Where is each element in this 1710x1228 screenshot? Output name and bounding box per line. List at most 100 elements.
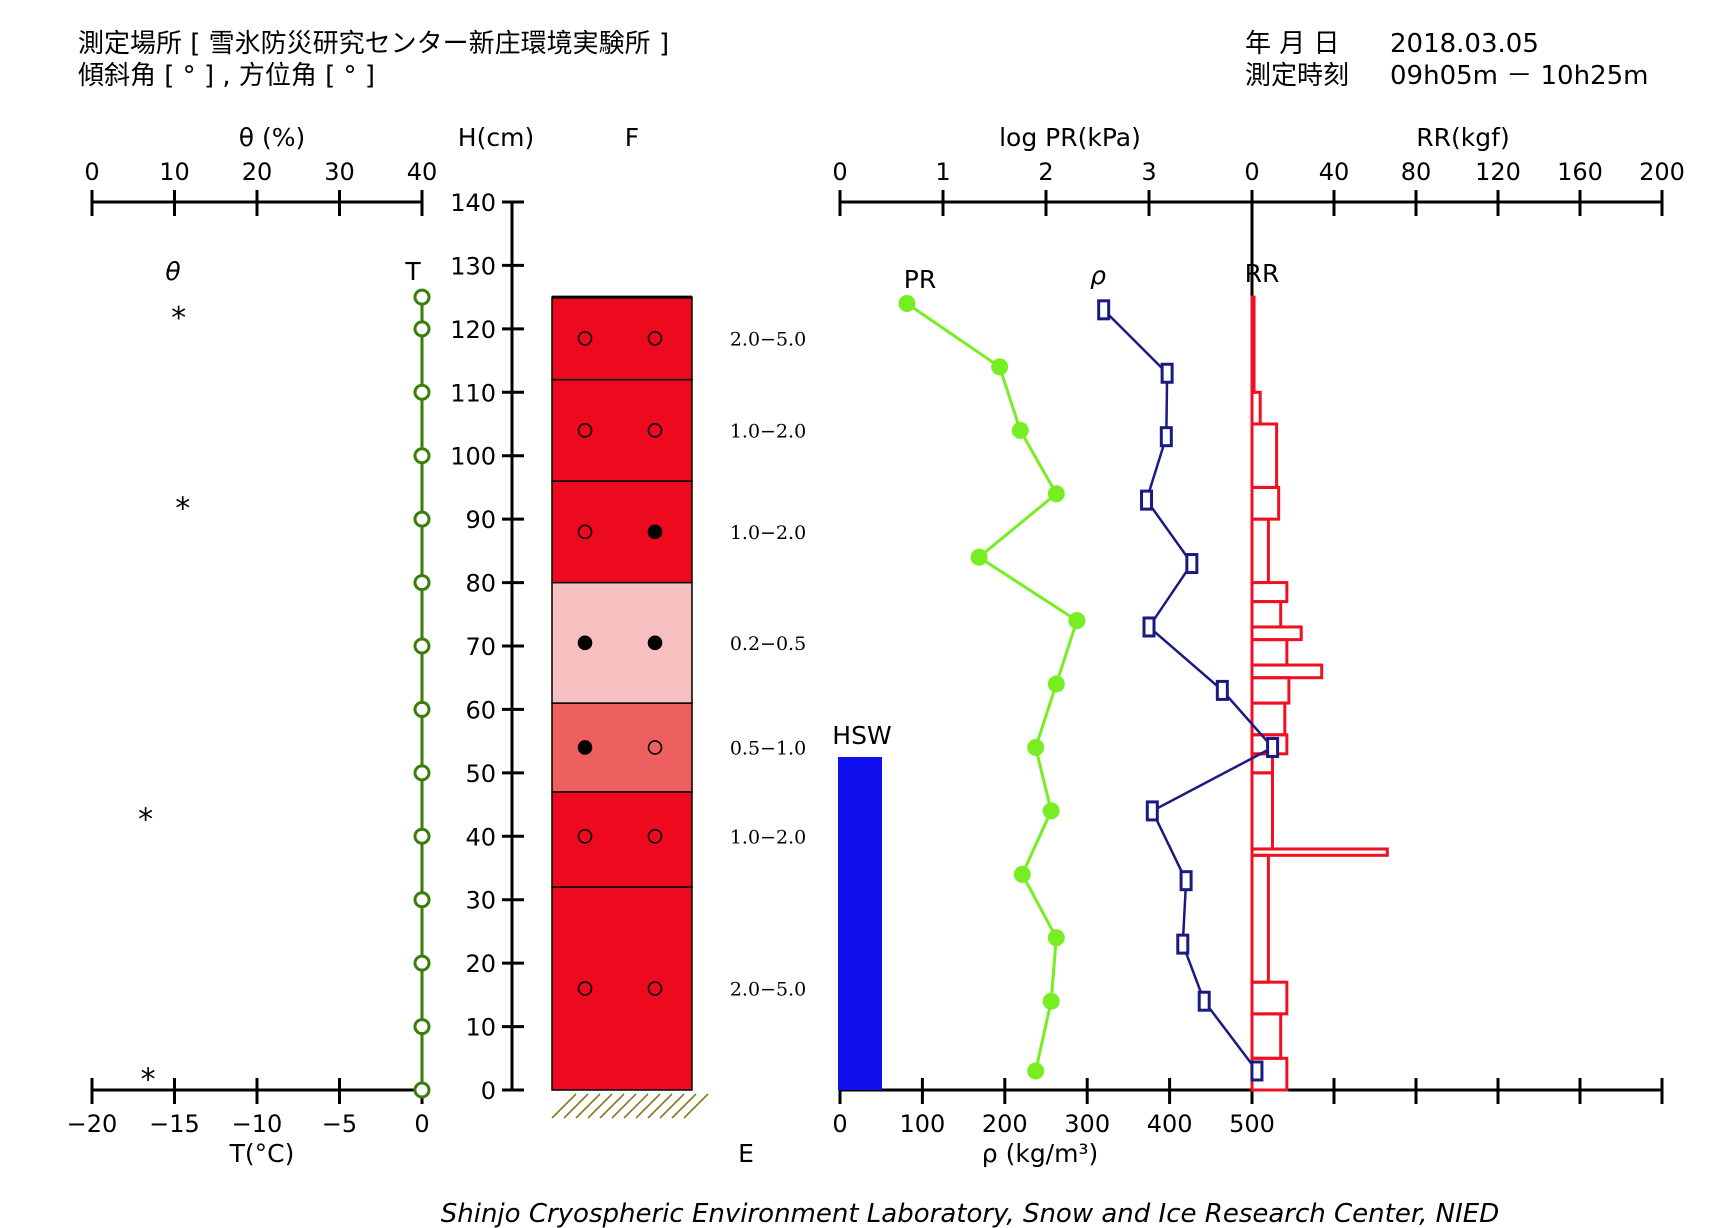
theta-tick-label: 10 bbox=[159, 158, 190, 186]
grain-mark-open bbox=[647, 423, 663, 438]
rr-tick-label: 80 bbox=[1401, 158, 1432, 186]
theta-point: * bbox=[175, 491, 190, 526]
grain-mark-open bbox=[647, 331, 663, 346]
rr-bar bbox=[1250, 600, 1283, 629]
grain-mark-open bbox=[577, 331, 593, 346]
temperature-point bbox=[413, 510, 431, 528]
snow-layer bbox=[551, 480, 693, 584]
rr-bar bbox=[1250, 295, 1256, 394]
density-point bbox=[1179, 870, 1193, 892]
time-value: 09h05m － 10h25m bbox=[1390, 61, 1648, 91]
time-label: 測定時刻 bbox=[1245, 61, 1349, 91]
grain-mark-filled bbox=[647, 635, 663, 651]
temperature-point bbox=[413, 1081, 431, 1099]
date-value: 2018.03.05 bbox=[1390, 29, 1539, 59]
snow-layer bbox=[551, 886, 693, 1091]
density-tick-label: 500 bbox=[1229, 1110, 1275, 1138]
snow-layer bbox=[551, 581, 693, 704]
rr-bar bbox=[1250, 581, 1289, 604]
rr-tick-label: 40 bbox=[1319, 158, 1350, 186]
grain-mark-open bbox=[577, 423, 593, 438]
footer-credit: Shinjo Cryospheric Environment Laborator… bbox=[441, 1199, 1500, 1228]
theta-point: * bbox=[138, 802, 153, 837]
snow-layer bbox=[551, 296, 693, 381]
ground-hatch bbox=[587, 1093, 613, 1119]
ground-hatch bbox=[599, 1093, 625, 1119]
density-point bbox=[1266, 736, 1280, 758]
grain-size-label: 2.0−5.0 bbox=[730, 979, 806, 1001]
height-tick-label: 90 bbox=[465, 506, 496, 534]
rr-bar bbox=[1250, 847, 1389, 857]
ground-hatch bbox=[659, 1093, 685, 1119]
rr-tick-label: 0 bbox=[1244, 158, 1259, 186]
height-tick-label: 80 bbox=[465, 570, 496, 598]
f-label: F bbox=[625, 123, 639, 152]
pr-point bbox=[1011, 421, 1029, 439]
temperature-point bbox=[413, 827, 431, 845]
pr-point bbox=[1042, 992, 1060, 1010]
pr-point bbox=[1027, 1062, 1045, 1080]
density-point bbox=[1159, 426, 1173, 448]
height-tick-label: 0 bbox=[481, 1077, 496, 1105]
density-axis-label: ρ (kg/m³) bbox=[982, 1139, 1098, 1168]
density-point bbox=[1145, 800, 1159, 822]
density-point bbox=[1097, 299, 1111, 321]
rr-tick-label: 160 bbox=[1557, 158, 1603, 186]
density-point bbox=[1250, 1060, 1264, 1082]
snow-layer bbox=[551, 378, 693, 482]
ground-hatch bbox=[647, 1093, 673, 1119]
rr-bar bbox=[1250, 980, 1289, 1016]
density-tick-label: 100 bbox=[899, 1110, 945, 1138]
pr-point bbox=[1027, 738, 1045, 756]
height-tick-label: 120 bbox=[450, 316, 496, 344]
pr-tick-label: 1 bbox=[935, 158, 950, 186]
pr-tick-label: 2 bbox=[1038, 158, 1053, 186]
theta-series-label: θ bbox=[165, 257, 180, 286]
density-point bbox=[1197, 990, 1211, 1012]
grain-size-label: 1.0−2.0 bbox=[730, 420, 806, 442]
rr-tick-label: 200 bbox=[1639, 158, 1685, 186]
theta-tick-label: 30 bbox=[324, 158, 355, 186]
snow-layer bbox=[551, 791, 693, 888]
pr-series-label: PR bbox=[904, 265, 936, 294]
hsw-bar bbox=[838, 757, 882, 1090]
rr-bar bbox=[1250, 1012, 1283, 1060]
pr-tick-label: 0 bbox=[832, 158, 847, 186]
density-line bbox=[1102, 308, 1275, 1072]
rr-bar bbox=[1250, 663, 1324, 680]
temperature-point bbox=[413, 891, 431, 909]
pr-point bbox=[1047, 485, 1065, 503]
temperature-series-label: T bbox=[404, 257, 421, 286]
grain-mark-open bbox=[647, 981, 663, 996]
rr-bar bbox=[1250, 485, 1281, 521]
temperature-point bbox=[413, 637, 431, 655]
theta-tick-label: 0 bbox=[84, 158, 99, 186]
density-point bbox=[1176, 933, 1190, 955]
grain-mark-filled bbox=[577, 740, 593, 755]
rr-bar bbox=[1250, 853, 1270, 984]
rr-bar bbox=[1250, 771, 1274, 851]
height-tick-label: 10 bbox=[465, 1014, 496, 1042]
e-label: E bbox=[738, 1139, 754, 1168]
temperature-tick-label: 0 bbox=[414, 1110, 429, 1138]
grain-mark-filled bbox=[577, 635, 593, 651]
temperature-tick-label: −15 bbox=[149, 1110, 200, 1138]
rr-axis-label: RR(kgf) bbox=[1416, 123, 1509, 152]
pr-point bbox=[1047, 675, 1065, 693]
theta-tick-label: 40 bbox=[407, 158, 438, 186]
grain-mark-open bbox=[577, 524, 593, 540]
rr-series-label: RR bbox=[1245, 259, 1280, 288]
density-tick-label: 0 bbox=[832, 1110, 847, 1138]
temperature-point bbox=[413, 320, 431, 338]
date-label: 年 月 日 bbox=[1245, 29, 1340, 59]
hsw-label: HSW bbox=[832, 721, 891, 750]
density-point bbox=[1140, 489, 1154, 511]
height-tick-label: 40 bbox=[465, 823, 496, 851]
height-tick-label: 100 bbox=[450, 443, 496, 471]
grain-size-label: 1.0−2.0 bbox=[730, 826, 806, 848]
grain-mark-open bbox=[577, 828, 593, 844]
height-tick-label: 60 bbox=[465, 696, 496, 724]
temperature-tick-label: −5 bbox=[322, 1110, 357, 1138]
height-axis-label: H(cm) bbox=[458, 123, 534, 152]
temperature-axis-label: T(°C) bbox=[229, 1139, 295, 1168]
